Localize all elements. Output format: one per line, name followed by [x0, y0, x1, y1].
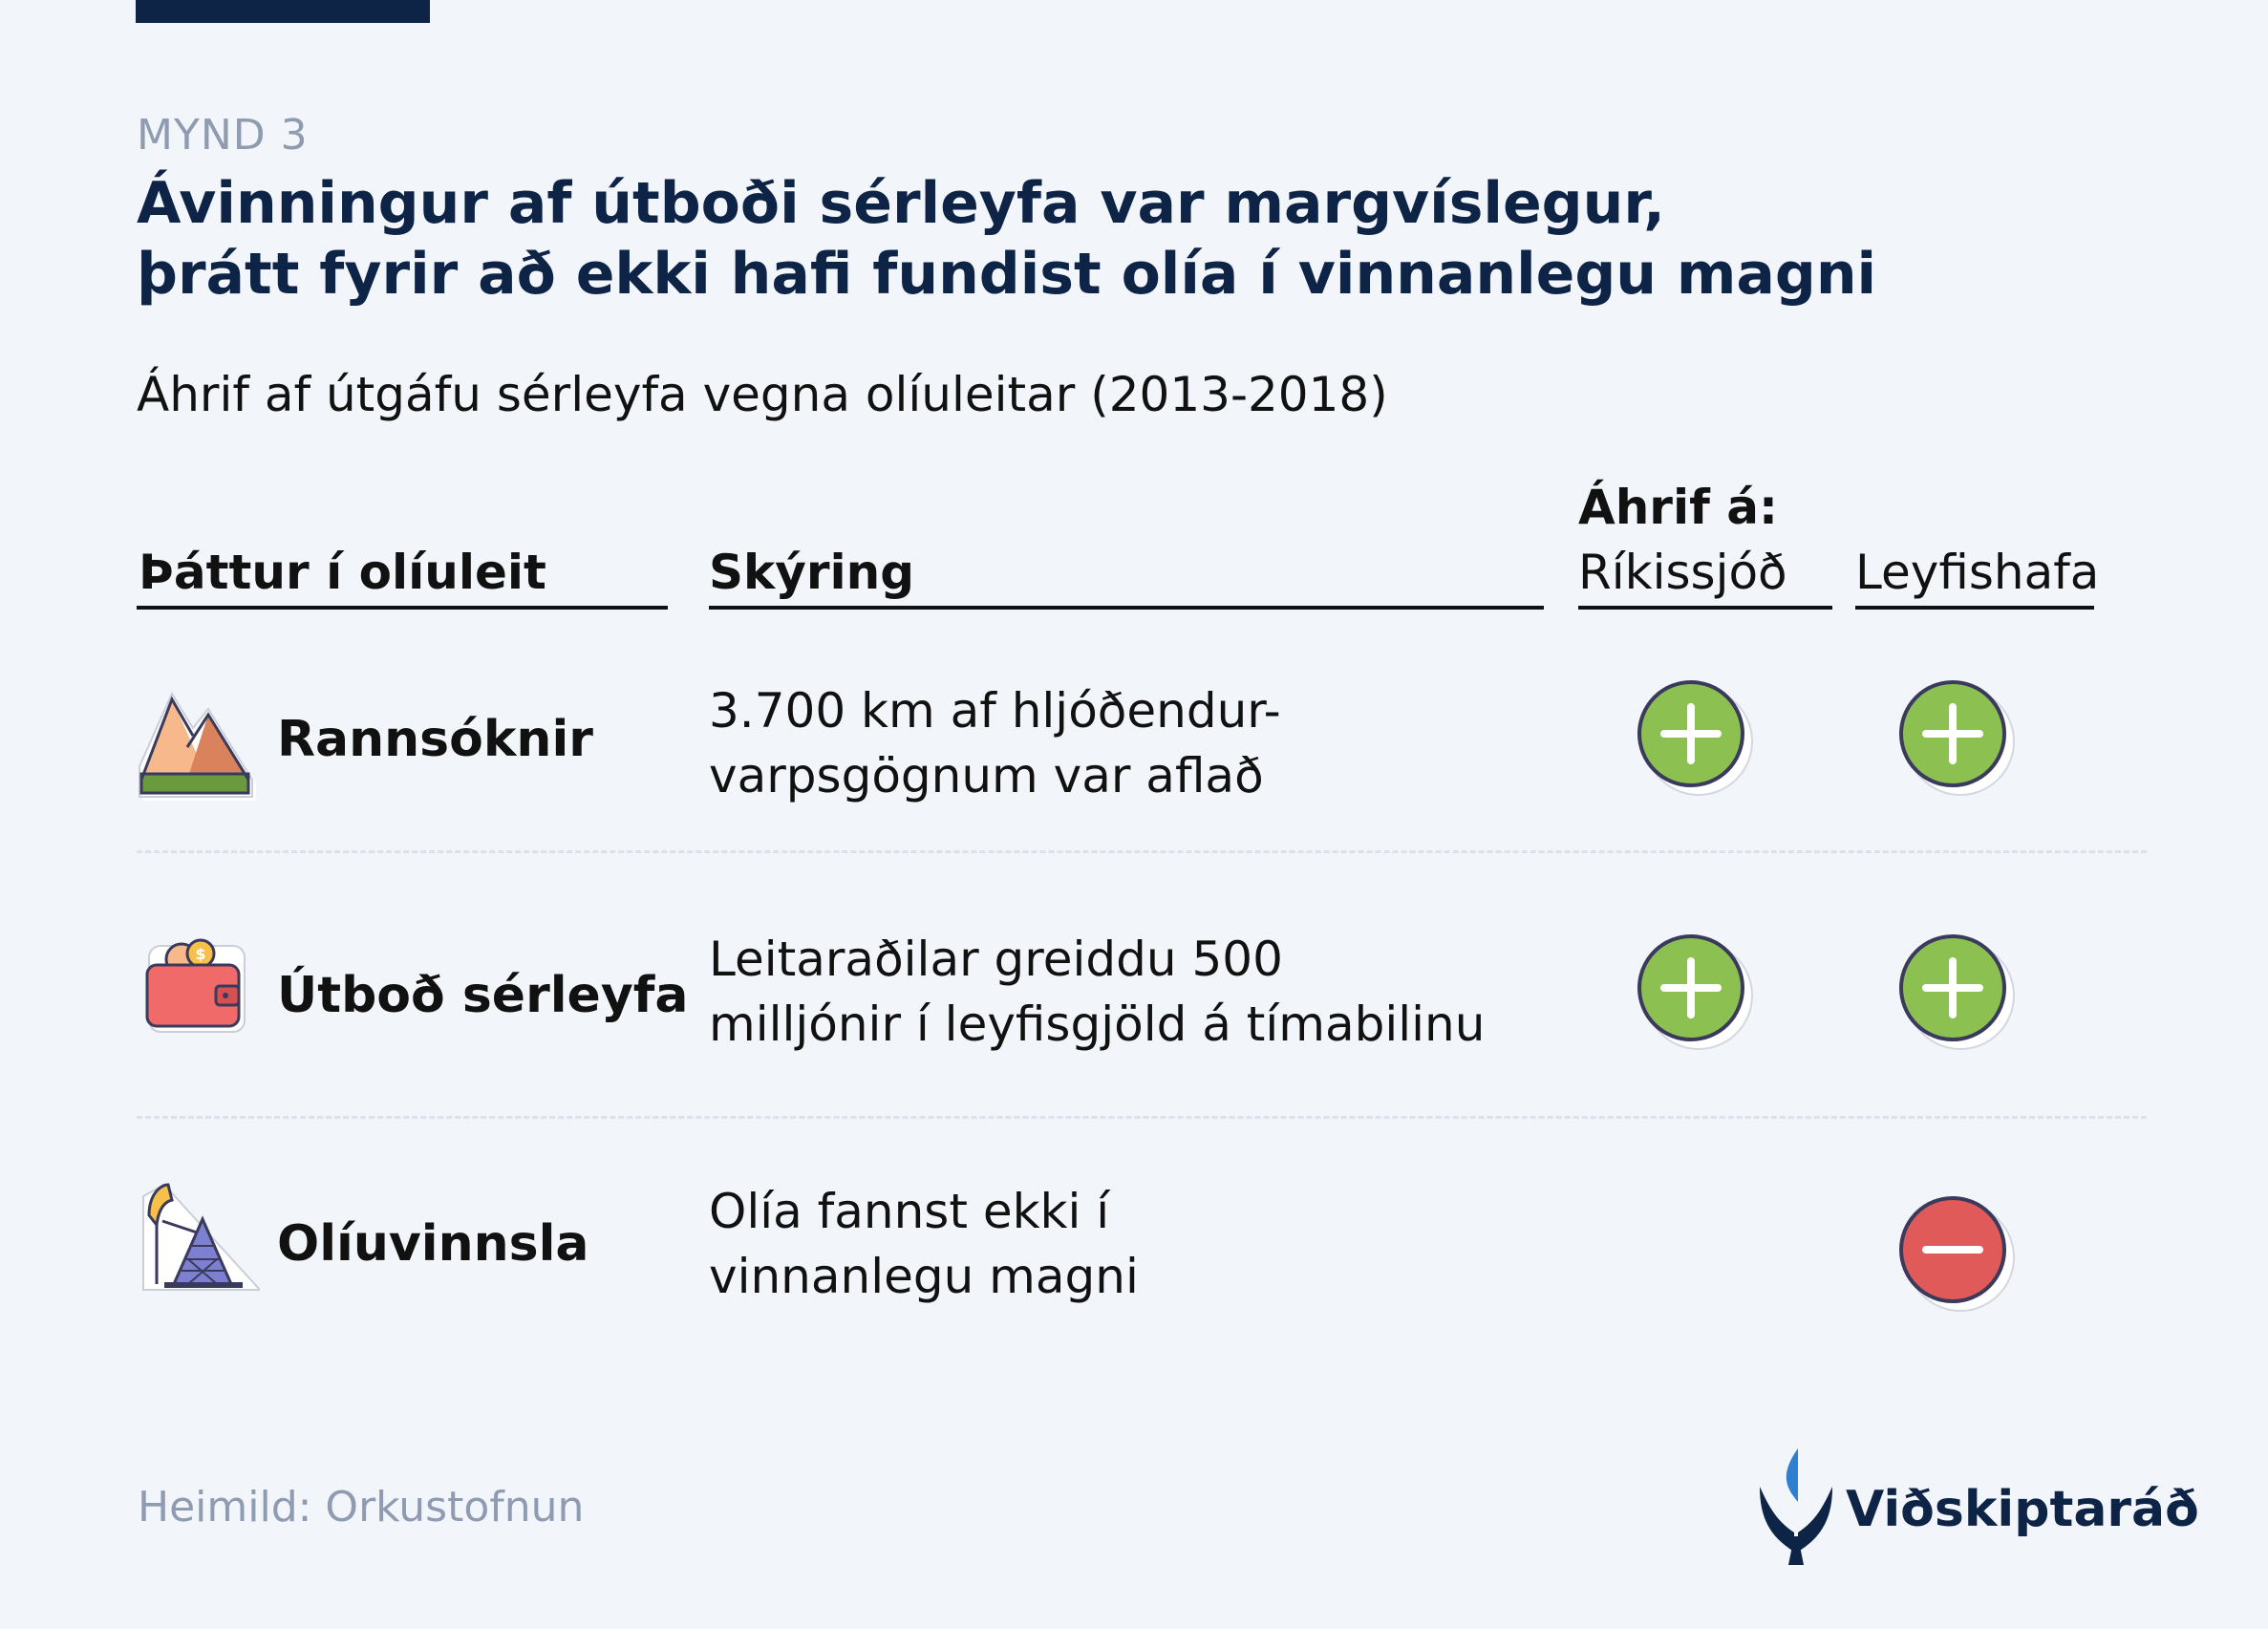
header-treasury-rule — [1578, 606, 1832, 610]
row-name: Rannsóknir — [277, 711, 593, 768]
row-divider — [137, 850, 2147, 853]
row-description: Leitaraðilar greiddu 500 milljónir í ley… — [709, 927, 1485, 1057]
row-divider — [137, 1116, 2147, 1119]
row-description: 3.700 km af hljóðendur- varpsgögnum var … — [709, 678, 1281, 808]
header-factor: Þáttur í olíuleit — [139, 545, 546, 600]
title-line-2: þrátt fyrir að ekki hafi fundist olía í … — [137, 241, 1877, 308]
header-licensee: Leyfishafa — [1855, 545, 2100, 600]
row-description-line-2: milljónir í leyfisgjöld á tímabilinu — [709, 997, 1486, 1052]
row-description-line-1: 3.700 km af hljóðendur- — [709, 683, 1281, 739]
row-description-line-2: varpsgögnum var aflað — [709, 748, 1264, 804]
svg-text:$: $ — [195, 945, 205, 963]
row-description-line-1: Leitaraðilar greiddu 500 — [709, 932, 1283, 987]
header-treasury: Ríkissjóð — [1578, 545, 1787, 600]
row-name: Útboð sérleyfa — [277, 967, 689, 1024]
plus-icon — [1636, 678, 1754, 797]
figure-label: MYND 3 — [137, 111, 309, 160]
minus-icon — [1897, 1194, 2016, 1313]
top-accent-bar — [136, 0, 430, 23]
brand-logo-icon — [1756, 1441, 1836, 1575]
source-note: Heimild: Orkustofnun — [138, 1483, 585, 1532]
header-impact-group: Áhrif á: — [1578, 480, 1778, 535]
plus-icon — [1897, 932, 2016, 1051]
wallet-icon: $ — [141, 934, 266, 1059]
row-description: Olía fannst ekki í vinnanlegu magni — [709, 1179, 1139, 1309]
page-title: Ávinningur af útboði sérleyfa var margví… — [137, 168, 1876, 310]
page-subtitle: Áhrif af útgáfu sérleyfa vegna olíuleita… — [137, 367, 1388, 422]
mountain-icon — [134, 680, 258, 804]
plus-icon — [1636, 932, 1754, 1051]
brand-name: Viðskiptaráð — [1846, 1481, 2199, 1538]
row-description-line-2: vinnanlegu magni — [709, 1249, 1139, 1304]
row-description-line-1: Olía fannst ekki í — [709, 1184, 1110, 1239]
header-factor-rule — [137, 606, 668, 610]
header-explanation-rule — [709, 606, 1544, 610]
oil-pump-icon — [136, 1177, 263, 1301]
row-name: Olíuvinnsla — [277, 1215, 589, 1273]
title-line-1: Ávinningur af útboði sérleyfa var margví… — [137, 170, 1665, 237]
header-licensee-rule — [1855, 606, 2094, 610]
header-explanation: Skýring — [709, 545, 915, 600]
plus-icon — [1897, 678, 2016, 797]
